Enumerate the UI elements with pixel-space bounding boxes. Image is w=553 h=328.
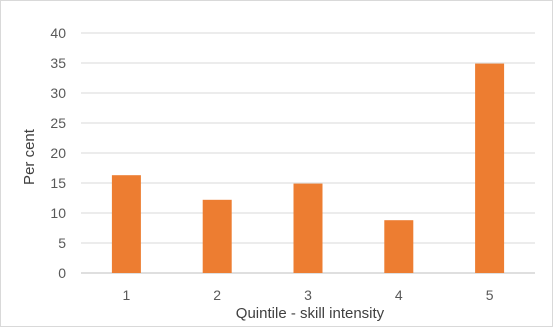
y-tick-label: 30 [50, 85, 66, 101]
y-tick-label: 40 [50, 25, 66, 41]
x-tick-label: 1 [123, 287, 131, 303]
y-axis-title: Per cent [21, 128, 38, 185]
y-tick-label: 15 [50, 175, 66, 191]
x-tick-label: 3 [304, 287, 312, 303]
gridlines [81, 32, 535, 274]
bar [111, 175, 141, 273]
y-tick-label: 10 [50, 205, 66, 221]
x-tick-label: 2 [213, 287, 221, 303]
x-tick-label: 5 [486, 287, 494, 303]
y-tick-label: 0 [58, 265, 66, 281]
y-tick-label: 5 [58, 235, 66, 251]
y-tick-label: 25 [50, 115, 66, 131]
y-tick-labels: 0 5 10 15 20 25 30 35 40 [50, 25, 66, 281]
bar [475, 63, 505, 273]
y-tick-label: 20 [50, 145, 66, 161]
bar [384, 220, 414, 273]
y-tick-label: 35 [50, 55, 66, 71]
x-tick-label: 4 [395, 287, 403, 303]
x-tick-labels: 1 2 3 4 5 [123, 287, 494, 303]
bars [111, 63, 505, 273]
bar [293, 183, 323, 273]
x-axis-title: Quintile - skill intensity [236, 305, 385, 322]
bar [202, 199, 232, 273]
